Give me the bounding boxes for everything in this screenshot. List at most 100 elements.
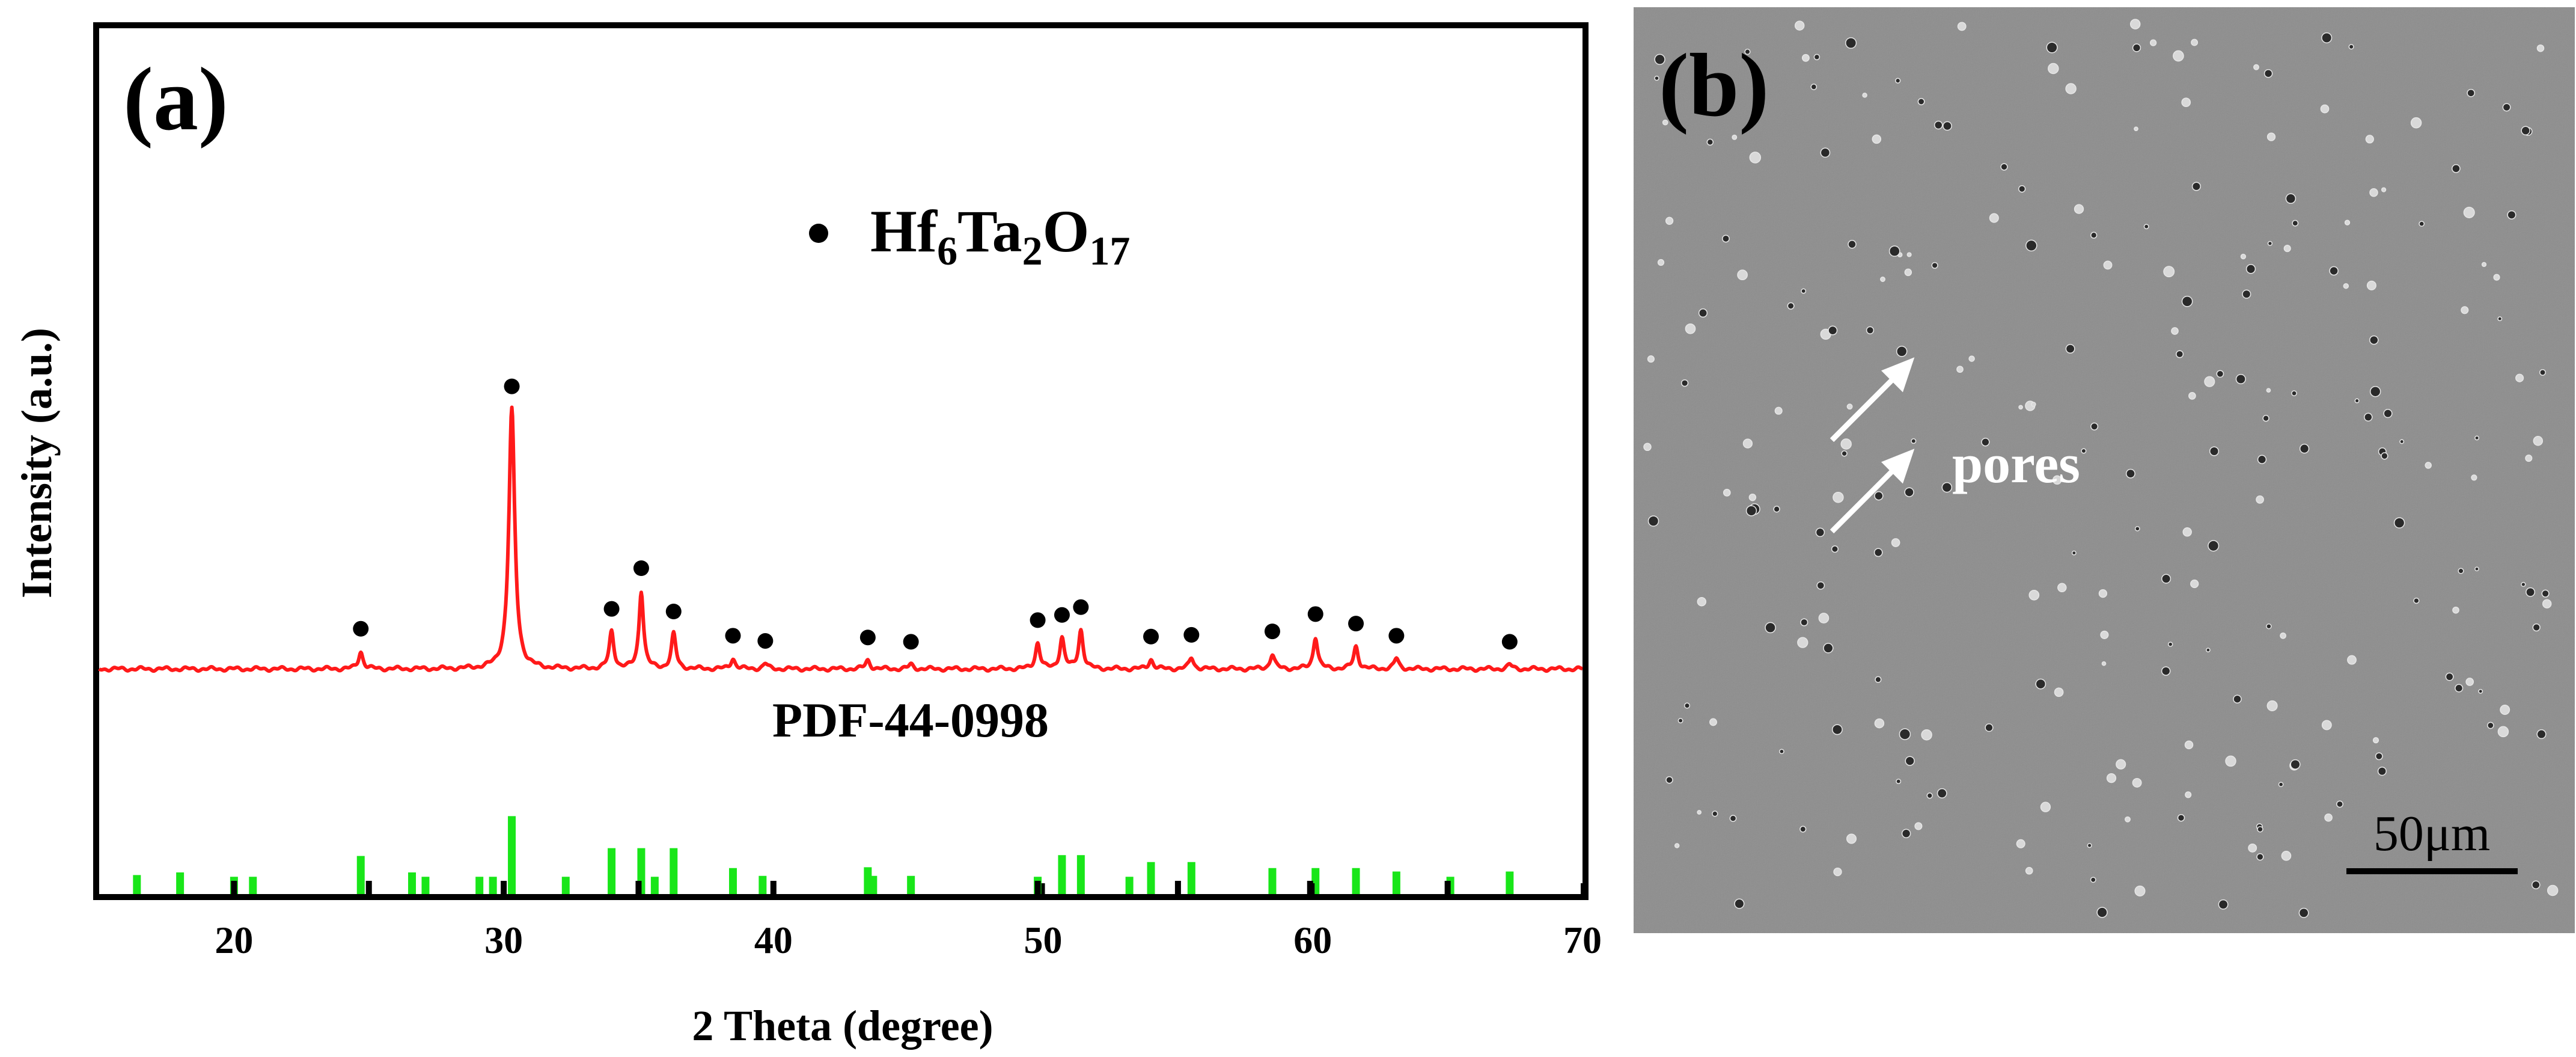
pore [1968,355,1975,362]
pore [2536,44,2545,52]
pore [2143,224,2149,230]
pore [1797,637,1808,648]
pore [2208,540,2220,552]
pore [2324,813,2333,822]
pore [1848,240,1857,249]
pore [2321,720,2332,731]
pore [2266,623,2272,630]
pore [2502,103,2511,112]
pore [2521,581,2526,587]
pore [2532,623,2541,632]
pore [1774,406,1783,415]
pore [2525,455,2533,462]
pore [2046,41,2058,54]
pore [1956,366,1964,373]
pore [2018,405,2023,410]
pore [1810,84,1818,90]
pore [2204,376,2215,387]
panel-label-a: (a) [123,49,228,149]
pore [2181,97,2191,108]
pore [1820,147,1831,158]
sem-image: pores (b) 50μm [1634,7,2575,933]
phase-marker [1348,616,1364,632]
pore [2354,398,2360,403]
pore [1706,138,1714,146]
pore [2216,370,2224,378]
pore [2463,206,2475,218]
pore [2465,678,2474,686]
pore [2016,839,2025,848]
pore [2471,474,2477,481]
pore [1937,788,1947,798]
pore [2290,759,2301,770]
pore [2167,642,2173,647]
pore [1723,489,1731,497]
phase-markers [353,378,1518,650]
pore [1800,618,1808,627]
pore [2445,672,2454,681]
pore [1722,234,1730,243]
pore [2209,446,2220,456]
pore [2171,327,2179,335]
pore [2101,661,2107,666]
pore [2256,853,2264,861]
pore [2125,468,2135,479]
phase-marker [1501,634,1518,650]
pore [2262,415,2269,422]
pore [2452,606,2459,614]
pore [1845,37,1857,49]
pore [2497,726,2509,738]
pore [2474,435,2480,441]
pore [2377,767,2387,776]
pore [1685,323,1696,334]
pore [1773,506,1780,513]
pore [2132,43,2141,52]
pore [1742,438,1753,449]
pore [2458,568,2464,574]
pore [2266,132,2276,141]
pore [2383,409,2393,418]
pore [2176,350,2184,358]
pore [2343,283,2349,289]
pore [2071,550,2077,556]
pore [1989,213,1999,223]
pore [2225,755,2236,767]
pore [2240,254,2247,260]
pore [1657,259,1665,266]
phase-marker [353,620,369,637]
pore [2134,525,2140,532]
pore [2184,740,2194,750]
pore [2000,163,2008,171]
pore [2547,884,2559,896]
pore [1729,815,1737,822]
pore [2253,64,2259,70]
pore [1921,729,1932,741]
legend-text: O [1043,198,1090,265]
pore [1697,810,1702,815]
pore [1654,75,1659,81]
pore [1801,54,1810,62]
pore [2065,83,2077,94]
pore [1745,505,1757,516]
pore [1888,245,1900,257]
pore [1896,346,1908,357]
pore [1794,20,1805,31]
phase-marker [1264,623,1280,640]
pore [1866,326,1875,334]
pore [1737,269,1748,281]
pore [2372,737,2379,744]
phase-marker [1388,628,1405,644]
pore [2515,373,2524,382]
pore [2497,316,2503,322]
pore [1846,833,1857,844]
pore [1831,545,1839,553]
pore [2410,117,2422,129]
pore [2348,44,2354,50]
measured-pattern-line [98,405,1584,673]
pore [2381,187,2387,192]
pore [2292,219,2299,227]
pore [2018,185,2026,193]
pore [1985,723,1994,732]
pore [2347,655,2357,665]
pore [2280,632,2286,639]
